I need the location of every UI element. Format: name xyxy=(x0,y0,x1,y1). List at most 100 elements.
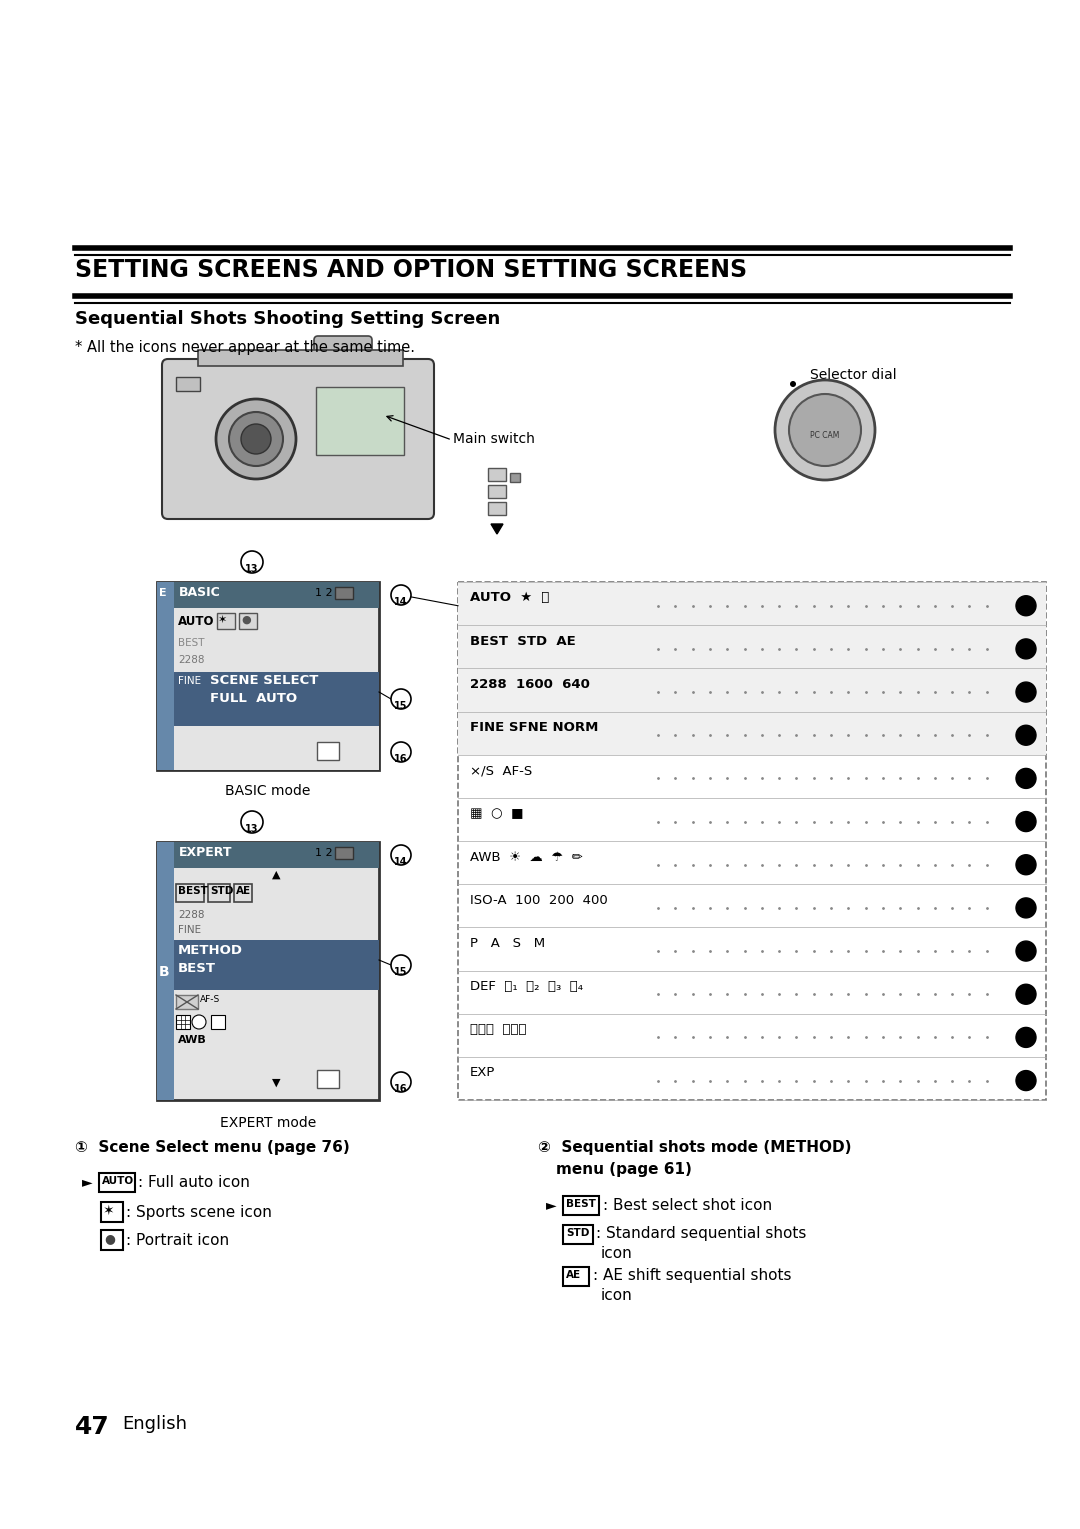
Bar xyxy=(174,583,379,609)
Text: 16: 16 xyxy=(394,754,408,764)
Text: 6: 6 xyxy=(1023,824,1029,833)
Text: Main switch: Main switch xyxy=(453,433,535,446)
Text: icon: icon xyxy=(600,1246,633,1261)
Text: E: E xyxy=(159,589,166,598)
Bar xyxy=(174,842,379,868)
FancyBboxPatch shape xyxy=(99,1173,135,1193)
Text: : Standard sequential shots: : Standard sequential shots xyxy=(596,1226,807,1242)
Text: ►: ► xyxy=(82,1174,93,1190)
Text: SETTING SCREENS AND OPTION SETTING SCREENS: SETTING SCREENS AND OPTION SETTING SCREE… xyxy=(75,258,747,281)
Circle shape xyxy=(241,810,264,833)
Circle shape xyxy=(1016,855,1036,875)
Text: 5: 5 xyxy=(1023,780,1029,790)
Text: AWB: AWB xyxy=(178,1035,206,1044)
Bar xyxy=(211,1015,225,1029)
Text: ✶: ✶ xyxy=(218,615,228,625)
Text: 4: 4 xyxy=(1023,737,1029,748)
Text: : Sports scene icon: : Sports scene icon xyxy=(126,1205,272,1220)
Text: FINE: FINE xyxy=(178,676,201,687)
Text: 1 2: 1 2 xyxy=(315,849,333,858)
Text: EXPERT: EXPERT xyxy=(179,846,232,859)
Bar xyxy=(318,1070,339,1089)
Text: 2288: 2288 xyxy=(178,910,204,920)
Bar xyxy=(234,884,252,902)
Circle shape xyxy=(391,956,411,976)
FancyBboxPatch shape xyxy=(563,1225,593,1245)
Bar xyxy=(488,502,507,515)
Text: Sequential Shots Shooting Setting Screen: Sequential Shots Shooting Setting Screen xyxy=(75,310,500,329)
FancyBboxPatch shape xyxy=(102,1229,123,1251)
Text: ►: ► xyxy=(546,1199,556,1212)
FancyBboxPatch shape xyxy=(102,1202,123,1222)
Text: : Full auto icon: : Full auto icon xyxy=(138,1174,249,1190)
Text: menu (page 61): menu (page 61) xyxy=(556,1162,692,1177)
Text: BASIC mode: BASIC mode xyxy=(226,784,311,798)
Circle shape xyxy=(391,586,411,605)
Text: 10: 10 xyxy=(1018,997,1034,1006)
Polygon shape xyxy=(491,524,503,534)
Text: 16: 16 xyxy=(394,1084,408,1095)
Text: ×/S  AF-S: ×/S AF-S xyxy=(470,764,532,777)
Bar xyxy=(157,583,379,771)
Text: AUTO  ★  Ⓐ: AUTO ★ Ⓐ xyxy=(470,592,550,604)
Text: 11: 11 xyxy=(1018,1040,1034,1049)
Bar xyxy=(318,742,339,760)
Bar xyxy=(176,995,198,1009)
Circle shape xyxy=(391,846,411,865)
Bar xyxy=(488,468,507,482)
Bar xyxy=(174,940,379,989)
Circle shape xyxy=(391,742,411,761)
Text: BEST: BEST xyxy=(566,1199,596,1209)
Circle shape xyxy=(391,1072,411,1092)
FancyBboxPatch shape xyxy=(563,1268,589,1286)
Text: ▲: ▲ xyxy=(272,870,280,881)
Text: 14: 14 xyxy=(394,856,408,867)
Circle shape xyxy=(192,1015,206,1029)
Bar xyxy=(176,378,200,391)
Text: BEST: BEST xyxy=(178,962,216,976)
Text: AF-S: AF-S xyxy=(200,995,220,1005)
Text: 15: 15 xyxy=(394,966,408,977)
Text: ②  Sequential shots mode (METHOD): ② Sequential shots mode (METHOD) xyxy=(538,1141,851,1154)
Bar xyxy=(214,1018,222,1026)
Text: ①  Scene Select menu (page 76): ① Scene Select menu (page 76) xyxy=(75,1141,350,1154)
Text: 12: 12 xyxy=(1018,1083,1034,1093)
Text: FULL  AUTO: FULL AUTO xyxy=(210,693,297,705)
Text: STD: STD xyxy=(210,885,233,896)
Text: Selector dial: Selector dial xyxy=(810,368,896,382)
Text: 7: 7 xyxy=(1023,867,1029,876)
FancyBboxPatch shape xyxy=(162,359,434,518)
Bar xyxy=(458,583,1047,755)
Bar xyxy=(488,485,507,498)
Text: : AE shift sequential shots: : AE shift sequential shots xyxy=(593,1268,792,1283)
Bar xyxy=(316,387,404,456)
Bar xyxy=(510,472,519,482)
Text: ▼: ▼ xyxy=(272,1078,280,1089)
Text: 1 2: 1 2 xyxy=(315,589,333,598)
Text: SCENE SELECT: SCENE SELECT xyxy=(210,674,319,687)
Text: ▦  ○  ■: ▦ ○ ■ xyxy=(470,807,524,821)
Text: METHOD: METHOD xyxy=(178,943,243,957)
Text: DEF  ⓢ₁  ⓢ₂  ⓢ₃  ⓢ₄: DEF ⓢ₁ ⓢ₂ ⓢ₃ ⓢ₄ xyxy=(470,980,583,992)
Text: EXPERT mode: EXPERT mode xyxy=(220,1116,316,1130)
FancyBboxPatch shape xyxy=(458,583,1047,1099)
Text: : Portrait icon: : Portrait icon xyxy=(126,1232,229,1248)
Bar xyxy=(174,673,379,726)
Circle shape xyxy=(241,550,264,573)
Text: P   A   S   M: P A S M xyxy=(470,937,545,950)
Text: 13: 13 xyxy=(245,564,259,573)
Bar xyxy=(157,842,379,1099)
Circle shape xyxy=(1016,985,1036,1005)
Text: 8: 8 xyxy=(1023,910,1029,920)
Bar xyxy=(198,350,403,365)
Bar xyxy=(335,587,353,599)
Text: BASIC: BASIC xyxy=(179,586,220,599)
Text: 2288: 2288 xyxy=(178,654,204,665)
Text: EXP: EXP xyxy=(470,1066,496,1079)
Text: ⓆⓁⒺ  ⒦⒨⒬: ⓆⓁⒺ ⒦⒨⒬ xyxy=(470,1023,527,1037)
Bar xyxy=(174,726,379,771)
Text: ISO-A  100  200  400: ISO-A 100 200 400 xyxy=(470,893,608,907)
Text: BEST: BEST xyxy=(178,885,207,896)
Text: 13: 13 xyxy=(245,824,259,833)
Text: 47: 47 xyxy=(75,1414,110,1439)
